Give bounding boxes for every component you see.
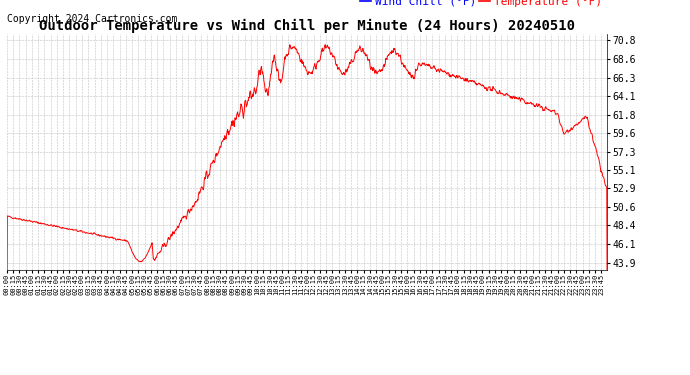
Legend: Wind Chill (°F), Temperature (°F): Wind Chill (°F), Temperature (°F) xyxy=(360,0,602,7)
Title: Outdoor Temperature vs Wind Chill per Minute (24 Hours) 20240510: Outdoor Temperature vs Wind Chill per Mi… xyxy=(39,18,575,33)
Text: Copyright 2024 Cartronics.com: Copyright 2024 Cartronics.com xyxy=(7,14,177,24)
